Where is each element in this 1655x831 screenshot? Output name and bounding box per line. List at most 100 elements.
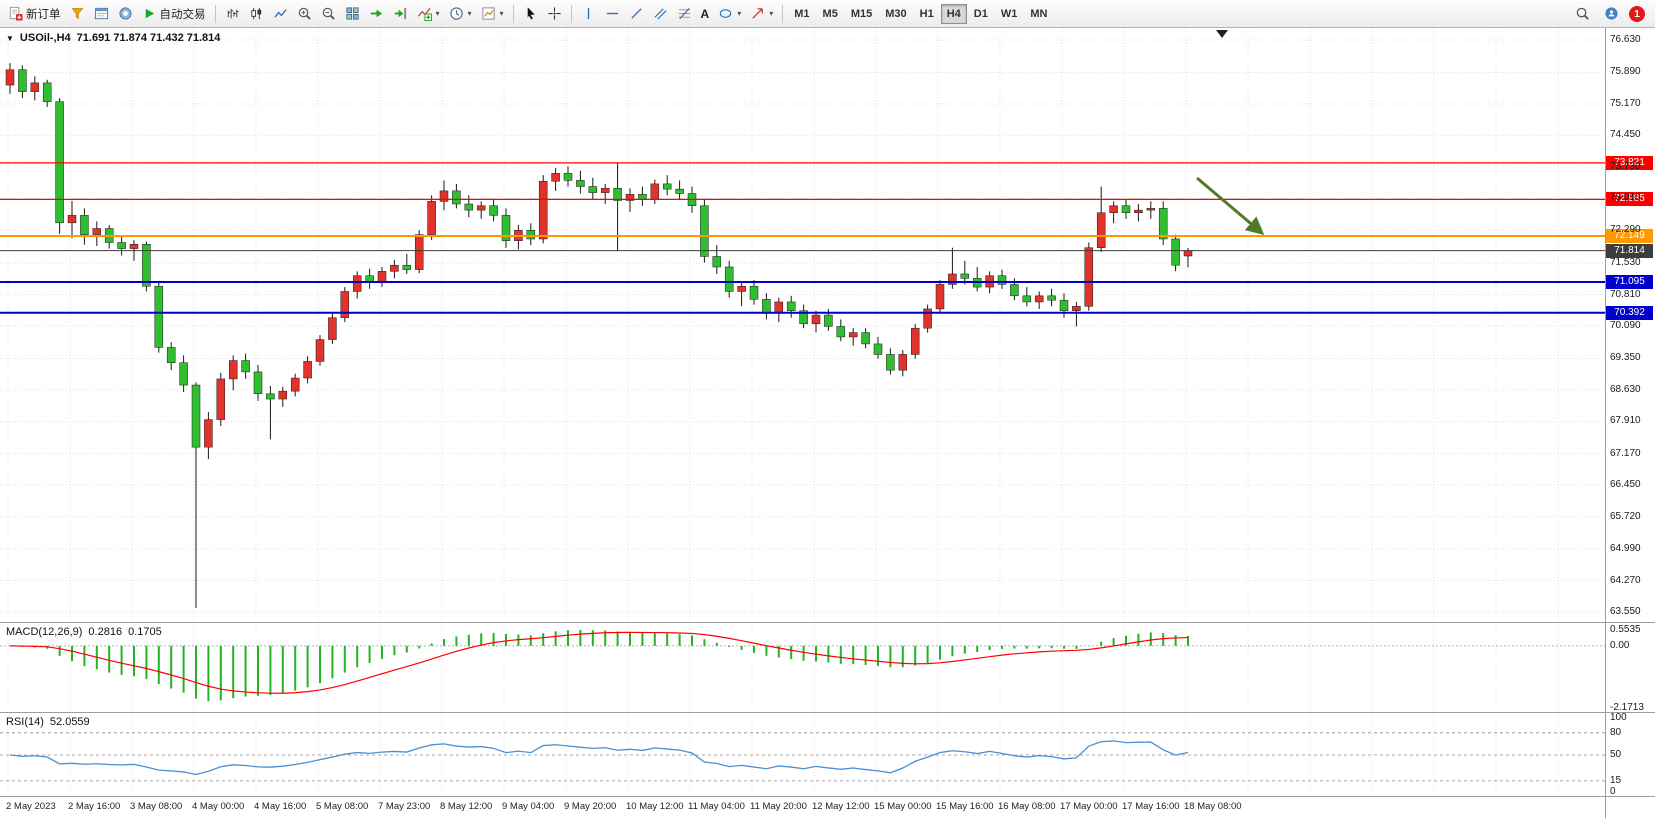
time-axis-label: 16 May 08:00 bbox=[998, 801, 1056, 812]
indicators-icon bbox=[417, 7, 432, 21]
cursor-icon bbox=[527, 7, 535, 20]
dropdown-caret: ▾ bbox=[769, 9, 774, 18]
timeframe-w1[interactable]: W1 bbox=[995, 4, 1024, 24]
time-axis-label: 17 May 00:00 bbox=[1060, 801, 1118, 812]
autotrading-button[interactable]: 自动交易 bbox=[138, 3, 210, 25]
price-line-objects[interactable] bbox=[0, 162, 1605, 314]
timeframe-m15[interactable]: M15 bbox=[845, 4, 878, 24]
toolbar-separator bbox=[570, 4, 572, 23]
trendline-icon bbox=[630, 8, 642, 19]
timeframe-m1[interactable]: M1 bbox=[788, 4, 815, 24]
price-scale-label: 69.350 bbox=[1610, 352, 1641, 364]
equidistant-channel-button[interactable] bbox=[649, 3, 672, 25]
auto-scroll-button[interactable] bbox=[365, 3, 388, 25]
timeframe-mn[interactable]: MN bbox=[1024, 4, 1053, 24]
price-scale-label: 74.450 bbox=[1610, 129, 1641, 141]
macd-scale-label: -2.1713 bbox=[1610, 702, 1644, 713]
price-scale-label: 75.890 bbox=[1610, 66, 1641, 78]
crosshair-button[interactable] bbox=[543, 3, 566, 25]
community-button[interactable] bbox=[1600, 3, 1623, 25]
chart-shift-icon bbox=[394, 7, 406, 20]
autotrading-label: 自动交易 bbox=[159, 8, 206, 21]
arrows-icon bbox=[752, 8, 764, 19]
shapes-icon bbox=[720, 9, 732, 18]
candlestick-chart-icon bbox=[250, 7, 261, 20]
arrows-button[interactable]: ▾ bbox=[746, 3, 777, 25]
zoom-in-icon bbox=[298, 7, 311, 20]
time-axis-label: 12 May 12:00 bbox=[812, 801, 870, 812]
current-price-tag-71.814: 71.814 bbox=[1606, 243, 1653, 258]
line-chart-button[interactable] bbox=[269, 3, 292, 25]
trendline-button[interactable] bbox=[625, 3, 648, 25]
fibonacci-button[interactable] bbox=[673, 3, 696, 25]
candlesticks bbox=[5, 63, 1193, 609]
time-axis-label: 9 May 20:00 bbox=[564, 801, 617, 812]
price-scale-label: 75.170 bbox=[1610, 97, 1641, 109]
market-watch-button[interactable] bbox=[66, 3, 89, 25]
horizontal-line-button[interactable] bbox=[601, 3, 624, 25]
time-axis-label: 9 May 04:00 bbox=[502, 801, 555, 812]
line-chart-icon bbox=[273, 9, 287, 18]
macd-scale-label: 0.00 bbox=[1610, 639, 1630, 651]
notification-badge[interactable]: 1 bbox=[1629, 5, 1645, 22]
price-scale-label: 70.090 bbox=[1610, 320, 1641, 331]
candlestick-chart-button[interactable] bbox=[245, 3, 268, 25]
terminal-icon bbox=[118, 7, 132, 20]
timeframe-d1[interactable]: D1 bbox=[968, 4, 994, 24]
toolbar-right-group: 1 bbox=[1571, 3, 1651, 25]
chart-title: ▼ USOil-,H4 71.691 71.874 71.432 71.814 bbox=[6, 32, 220, 44]
timeframe-h1[interactable]: H1 bbox=[914, 4, 940, 24]
text-tool-button[interactable]: A bbox=[697, 3, 714, 25]
macd-name: MACD(12,26,9) bbox=[6, 626, 83, 638]
rsi-value: 52.0559 bbox=[49, 716, 90, 728]
rsi-scale-label: 100 bbox=[1610, 712, 1627, 723]
data-window-button[interactable] bbox=[90, 3, 113, 25]
new-order-button[interactable]: 新订单 bbox=[4, 3, 65, 25]
grid bbox=[0, 28, 1605, 796]
rsi-scale-label: 50 bbox=[1610, 749, 1622, 760]
chart-shift-marker[interactable] bbox=[1216, 30, 1228, 38]
one-click-trading-toggle[interactable]: ▼ bbox=[6, 33, 14, 43]
chart-canvas[interactable] bbox=[0, 28, 1655, 831]
cursor-button[interactable] bbox=[519, 3, 542, 25]
timeframe-m30[interactable]: M30 bbox=[879, 4, 912, 24]
periods-button[interactable]: ▾ bbox=[445, 3, 476, 25]
pane-frames[interactable] bbox=[0, 28, 1655, 818]
fibonacci-icon bbox=[678, 7, 690, 20]
time-axis-label: 4 May 16:00 bbox=[254, 801, 307, 812]
toolbar-separator bbox=[214, 4, 216, 23]
rsi-scale-label: 80 bbox=[1610, 726, 1622, 738]
bar-chart-button[interactable] bbox=[221, 3, 244, 25]
rsi-label: RSI(14) 52.0559 bbox=[6, 716, 96, 728]
dropdown-caret: ▾ bbox=[467, 9, 472, 18]
rsi-scale-label: 15 bbox=[1610, 774, 1622, 786]
time-axis-label: 8 May 12:00 bbox=[440, 801, 493, 812]
timeframe-m5[interactable]: M5 bbox=[817, 4, 844, 24]
time-axis-label: 11 May 04:00 bbox=[688, 801, 745, 812]
search-button[interactable] bbox=[1571, 3, 1594, 25]
timeframe-group: M1 M5 M15 M30 H1 H4 D1 W1 MN bbox=[788, 3, 1053, 24]
data-window-icon bbox=[94, 7, 108, 20]
terminal-button[interactable] bbox=[114, 3, 137, 25]
vertical-line-button[interactable] bbox=[577, 3, 600, 25]
community-icon bbox=[1605, 7, 1618, 20]
chart-shift-button[interactable] bbox=[389, 3, 412, 25]
zoom-out-button[interactable] bbox=[317, 3, 340, 25]
timeframe-h4[interactable]: H4 bbox=[940, 3, 967, 24]
time-axis-label: 17 May 16:00 bbox=[1122, 801, 1180, 812]
indicators-button[interactable]: ▾ bbox=[413, 3, 444, 25]
zoom-in-button[interactable] bbox=[293, 3, 316, 25]
time-axis-label: 5 May 08:00 bbox=[316, 801, 369, 812]
price-scale-label: 71.530 bbox=[1610, 257, 1641, 269]
tile-windows-button[interactable] bbox=[341, 3, 364, 25]
trend-arrow-annotation[interactable] bbox=[1196, 176, 1265, 235]
templates-button[interactable]: ▾ bbox=[477, 3, 508, 25]
market-watch-icon bbox=[71, 8, 83, 20]
shapes-button[interactable]: ▾ bbox=[714, 3, 745, 25]
new-order-label: 新订单 bbox=[26, 8, 61, 21]
time-axis-label: 2 May 2023 bbox=[6, 801, 56, 812]
time-axis-label: 15 May 16:00 bbox=[936, 801, 994, 812]
time-axis-label: 3 May 08:00 bbox=[130, 801, 183, 812]
tile-windows-icon bbox=[345, 7, 359, 20]
chart-window[interactable]: ▼ USOil-,H4 71.691 71.874 71.432 71.814 … bbox=[0, 28, 1655, 831]
